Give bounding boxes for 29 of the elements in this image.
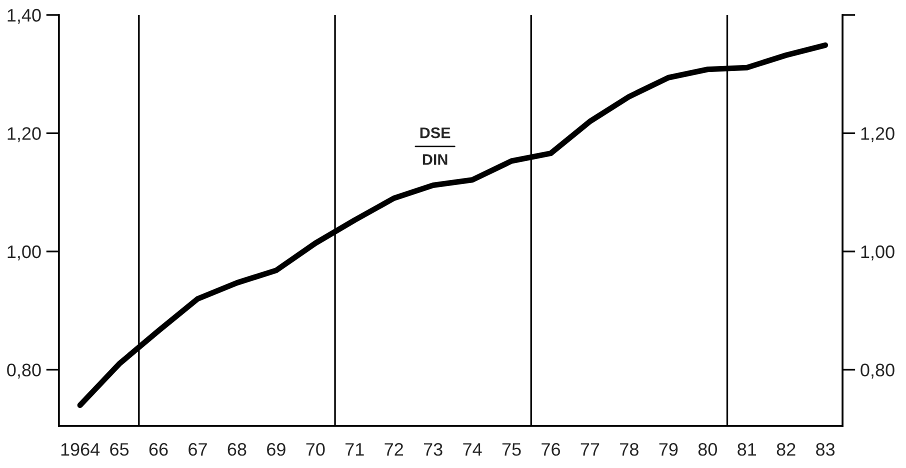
y-tick-label: 0,80: [7, 364, 41, 379]
x-tick-label: 69: [267, 443, 286, 456]
x-tick-label: 72: [384, 443, 403, 456]
x-tick-label: 66: [149, 443, 168, 456]
x-tick-label: 68: [228, 443, 246, 456]
x-tick-label: 65: [110, 443, 129, 456]
x-tick-label: 74: [463, 443, 482, 456]
y-tick-label: 1,20: [8, 127, 41, 142]
annotation: DSE: [420, 127, 450, 138]
x-tick-label: 76: [542, 443, 560, 456]
x-tick-label: 83: [816, 443, 835, 456]
y2-tick-label: 1,00: [861, 245, 894, 260]
x-tick-label: 70: [306, 443, 325, 456]
x-tick-label: 78: [620, 443, 638, 456]
x-tick-label: 79: [659, 443, 678, 456]
x-tick-label: 75: [502, 443, 521, 456]
y-tick-label: 1,40: [8, 8, 41, 24]
x-tick-label: 71: [346, 443, 364, 456]
x-tick-label: 73: [424, 443, 442, 456]
x-tick-label: 82: [776, 443, 796, 456]
y2-tick-label: 0,80: [860, 364, 894, 379]
x-tick-label: 81: [738, 443, 756, 456]
y-tick-label: 1,00: [8, 245, 41, 260]
annotation: DIN: [422, 154, 448, 165]
x-tick-label: 1964: [61, 443, 100, 456]
x-tick-label: 77: [580, 443, 600, 456]
x-tick-label: 80: [698, 443, 717, 456]
x-tick-label: 67: [188, 443, 207, 456]
y2-tick-label: 1,20: [861, 127, 894, 142]
